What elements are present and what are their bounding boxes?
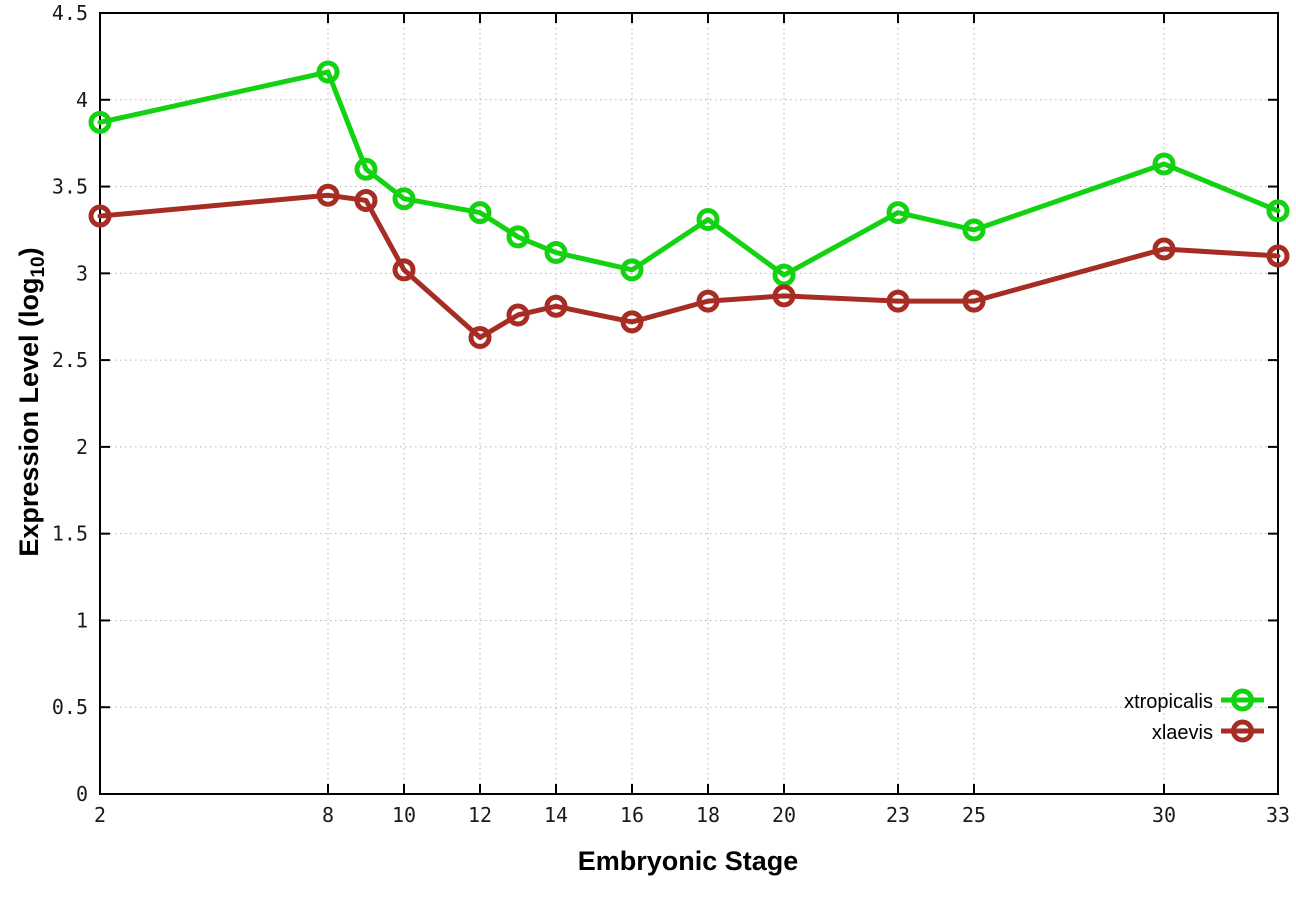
y-tick-label: 4.5 bbox=[52, 1, 88, 25]
x-tick-label: 20 bbox=[772, 803, 796, 827]
x-tick-label: 8 bbox=[322, 803, 334, 827]
y-axis-label-base: Expression Level (log bbox=[14, 278, 44, 557]
data-point-marker-xtropicalis bbox=[620, 258, 644, 282]
y-tick-label: 0 bbox=[76, 782, 88, 806]
series-line-xtropicalis bbox=[97, 69, 1281, 278]
data-point-marker-xtropicalis bbox=[772, 263, 796, 287]
x-tick-label: 33 bbox=[1266, 803, 1290, 827]
x-axis-label: Embryonic Stage bbox=[578, 846, 799, 876]
series-line-xlaevis bbox=[97, 192, 1281, 341]
y-tick-label: 3.5 bbox=[52, 175, 88, 199]
data-point-marker-xtropicalis bbox=[392, 187, 416, 211]
legend-label-xlaevis: xlaevis bbox=[1152, 722, 1213, 744]
data-point-marker-xtropicalis bbox=[316, 60, 340, 84]
y-tick-label: 1.5 bbox=[52, 522, 88, 546]
y-tick-label: 2 bbox=[76, 435, 88, 459]
x-tick-label: 25 bbox=[962, 803, 986, 827]
legend-marker-icon bbox=[1231, 688, 1254, 712]
data-point-marker-xtropicalis bbox=[544, 241, 568, 265]
data-point-marker-xlaevis bbox=[962, 289, 986, 313]
data-point-marker-xlaevis bbox=[696, 289, 720, 313]
x-tick-label: 18 bbox=[696, 803, 720, 827]
data-point-marker-xlaevis bbox=[1152, 237, 1176, 261]
x-tick-label: 10 bbox=[392, 803, 416, 827]
data-point-marker-xtropicalis bbox=[696, 208, 720, 232]
data-point-marker-xlaevis bbox=[620, 310, 644, 334]
y-axis-label-subscript: 10 bbox=[28, 256, 49, 277]
data-point-marker-xlaevis bbox=[316, 183, 340, 207]
data-point-marker-xtropicalis bbox=[88, 110, 112, 134]
data-point-marker-xtropicalis bbox=[1266, 199, 1290, 223]
y-tick-label: 2.5 bbox=[52, 348, 88, 372]
y-axis-label: Expression Level (log10) bbox=[14, 247, 49, 556]
y-tick-label: 4 bbox=[76, 88, 88, 112]
y-axis-label-close: ) bbox=[14, 247, 44, 256]
data-point-marker-xtropicalis bbox=[468, 201, 492, 225]
data-point-marker-xlaevis bbox=[468, 326, 492, 350]
y-tick-label: 1 bbox=[76, 608, 88, 632]
legend-label-xtropicalis: xtropicalis bbox=[1124, 691, 1213, 713]
data-point-marker-xtropicalis bbox=[1152, 152, 1176, 176]
x-tick-label: 16 bbox=[620, 803, 644, 827]
data-point-marker-xlaevis bbox=[544, 294, 568, 318]
data-point-marker-xlaevis bbox=[392, 258, 416, 282]
data-point-marker-xlaevis bbox=[88, 204, 112, 228]
data-point-marker-xtropicalis bbox=[962, 218, 986, 242]
x-tick-label: 30 bbox=[1152, 803, 1176, 827]
data-point-marker-xtropicalis bbox=[886, 201, 910, 225]
x-tick-label: 2 bbox=[94, 803, 106, 827]
x-tick-label: 14 bbox=[544, 803, 568, 827]
plot-border bbox=[99, 12, 1279, 795]
data-point-marker-xtropicalis bbox=[506, 225, 530, 249]
data-point-marker-xlaevis bbox=[772, 284, 796, 308]
data-point-marker-xlaevis bbox=[1266, 244, 1290, 268]
x-tick-label: 23 bbox=[886, 803, 910, 827]
legend-marker-icon bbox=[1231, 719, 1254, 743]
y-tick-label: 3 bbox=[76, 261, 88, 285]
y-tick-label: 0.5 bbox=[52, 695, 88, 719]
data-point-marker-xlaevis bbox=[354, 188, 378, 212]
data-point-marker-xtropicalis bbox=[354, 157, 378, 181]
x-tick-label: 12 bbox=[468, 803, 492, 827]
data-point-marker-xlaevis bbox=[506, 303, 530, 327]
data-point-marker-xlaevis bbox=[886, 289, 910, 313]
